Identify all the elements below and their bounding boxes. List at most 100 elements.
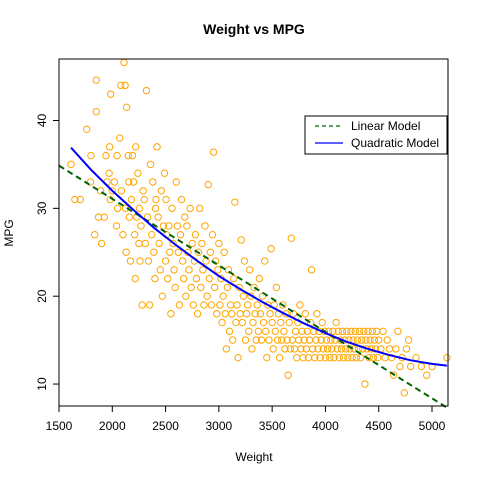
x-tick-label: 2500	[152, 419, 179, 433]
data-point	[287, 234, 296, 242]
chart-title: Weight vs MPG	[203, 21, 305, 37]
data-point	[116, 134, 124, 142]
data-point	[222, 345, 231, 353]
data-point	[371, 345, 380, 353]
data-point	[172, 178, 180, 186]
data-point	[323, 345, 332, 353]
data-point	[201, 222, 209, 230]
data-point	[188, 239, 196, 248]
data-point	[317, 336, 325, 344]
data-point	[220, 248, 228, 256]
data-point	[148, 231, 156, 239]
data-point	[370, 336, 379, 344]
data-point	[333, 345, 341, 353]
data-point	[119, 231, 127, 239]
data-point	[312, 336, 320, 344]
data-point	[344, 353, 352, 362]
data-point	[283, 336, 291, 344]
data-point	[193, 310, 202, 318]
data-point	[295, 336, 303, 344]
data-point	[383, 336, 391, 344]
data-point	[279, 301, 287, 309]
data-point	[281, 345, 289, 353]
data-point	[330, 353, 338, 362]
data-point	[216, 301, 224, 309]
data-point	[319, 345, 328, 353]
data-point	[285, 318, 293, 327]
data-point	[313, 310, 321, 318]
data-point	[343, 327, 351, 336]
data-point	[334, 327, 342, 336]
data-point	[208, 231, 217, 239]
data-point	[132, 143, 140, 151]
data-point	[178, 257, 187, 265]
plot-frame	[58, 58, 449, 407]
data-point	[151, 274, 159, 283]
data-point	[389, 371, 398, 379]
y-axis-label: MPG	[2, 219, 16, 246]
x-tick-label: 3000	[206, 419, 233, 433]
data-point	[165, 222, 173, 230]
x-tick-label: 2000	[99, 419, 126, 433]
data-point	[126, 257, 135, 265]
plot-points	[67, 58, 451, 397]
data-point	[218, 318, 226, 327]
data-point	[347, 327, 355, 336]
data-point	[232, 318, 240, 327]
data-point	[243, 301, 252, 309]
data-point	[231, 198, 239, 206]
data-point	[327, 336, 335, 344]
data-point	[280, 327, 288, 336]
data-point	[139, 187, 147, 195]
data-point	[227, 310, 236, 318]
data-point	[170, 266, 178, 274]
data-point	[233, 301, 241, 309]
data-point	[179, 274, 188, 283]
data-point	[407, 362, 415, 371]
data-point	[240, 257, 249, 265]
data-point	[108, 187, 116, 195]
data-point	[339, 353, 348, 362]
legend-label-quadratic: Quadratic Model	[351, 136, 439, 150]
data-point	[146, 160, 155, 169]
data-point	[299, 353, 307, 362]
data-point	[219, 292, 227, 300]
data-point	[271, 327, 280, 336]
data-point	[160, 169, 169, 177]
data-point	[194, 248, 203, 256]
data-point	[337, 345, 346, 353]
data-point	[213, 310, 221, 318]
data-point	[265, 336, 273, 344]
data-point	[291, 327, 300, 336]
data-point	[364, 327, 372, 336]
data-point	[400, 389, 408, 397]
data-point	[255, 274, 264, 283]
data-point	[226, 301, 235, 309]
y-tick-label: 20	[35, 289, 49, 303]
data-point	[273, 336, 282, 344]
data-point	[86, 178, 95, 186]
data-point	[129, 178, 138, 186]
data-point	[223, 283, 232, 292]
data-point	[272, 283, 281, 292]
data-point	[262, 327, 270, 336]
y-tick-label: 40	[35, 113, 49, 127]
data-point	[97, 239, 106, 248]
data-point	[152, 195, 160, 204]
data-point	[254, 327, 262, 336]
data-point	[191, 231, 200, 239]
legend: Linear Model Quadratic Model	[304, 115, 448, 155]
data-point	[215, 239, 223, 248]
data-point	[348, 353, 356, 362]
data-point	[394, 327, 402, 336]
data-point	[166, 248, 174, 256]
data-point	[204, 180, 212, 189]
data-point	[120, 58, 128, 67]
data-point	[106, 90, 115, 98]
data-point	[361, 380, 369, 388]
data-point	[169, 239, 177, 248]
data-point	[308, 345, 317, 353]
data-point	[130, 231, 139, 239]
data-point	[176, 231, 185, 239]
data-point	[234, 353, 242, 362]
